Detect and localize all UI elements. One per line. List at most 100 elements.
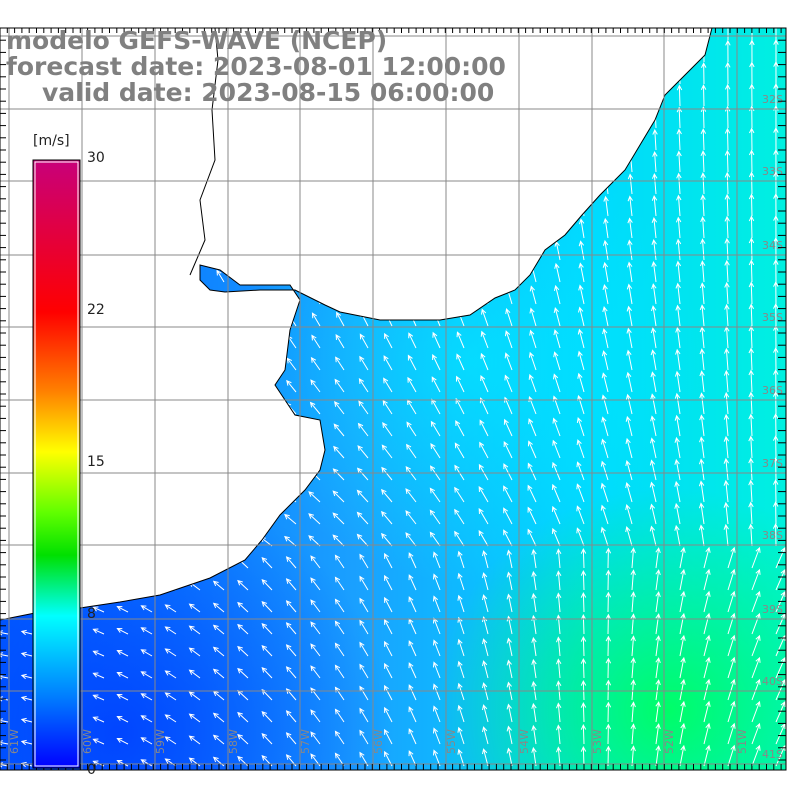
wind-arrow [359, 685, 369, 701]
wind-arrow [456, 331, 465, 349]
lon-label: 53W [591, 729, 604, 754]
wind-arrow [724, 83, 731, 107]
wind-arrow [332, 468, 345, 481]
wind-arrow [652, 128, 658, 151]
wind-arrow [773, 281, 779, 305]
wind-arrow [240, 269, 249, 283]
wind-arrow [359, 575, 369, 591]
lat-label: 32S [762, 93, 783, 106]
wind-arrow [310, 356, 321, 371]
wind-arrow [435, 132, 441, 151]
wind-arrow [532, 64, 538, 85]
wind-arrow [748, 369, 754, 393]
wind-arrow [503, 529, 513, 547]
wind-arrow [674, 524, 681, 547]
wind-arrow [357, 422, 369, 437]
wind-arrow [555, 746, 562, 767]
wind-arrow [334, 620, 345, 635]
wind-arrow [698, 480, 705, 503]
wind-arrow [529, 307, 537, 327]
wind-arrow [675, 348, 681, 371]
wind-arrow [749, 39, 755, 63]
wind-arrow [284, 535, 297, 547]
wind-arrow [334, 708, 345, 723]
wind-arrow [237, 623, 249, 635]
wind-arrow [655, 723, 661, 745]
wind-arrow [215, 291, 225, 305]
wind-arrow [478, 529, 489, 547]
wind-arrow [261, 402, 273, 415]
wind-arrow [146, 181, 153, 195]
wind-arrow [457, 704, 465, 723]
wind-arrow [93, 384, 105, 393]
wind-arrow [116, 606, 129, 613]
wind-arrow [432, 639, 441, 657]
wind-arrow [748, 413, 754, 437]
wind-arrow [0, 630, 9, 636]
wind-arrow [605, 613, 612, 635]
wind-arrow [773, 237, 779, 261]
wind-arrow [313, 223, 321, 239]
wind-arrow [772, 457, 779, 481]
wind-arrow [723, 479, 729, 503]
wind-arrow [578, 262, 585, 283]
wind-arrow [626, 327, 633, 349]
wind-arrow [602, 306, 609, 327]
wind-arrow [285, 556, 297, 569]
wind-arrow [359, 663, 369, 679]
wind-arrow [308, 513, 321, 525]
wind-arrow [92, 562, 105, 569]
wind-arrow [531, 108, 538, 129]
wind-arrow [772, 523, 779, 547]
wind-arrow [27, 139, 33, 151]
wind-arrow [334, 598, 345, 613]
wind-arrow [674, 436, 681, 459]
wind-arrow [655, 701, 661, 723]
wind-arrow [218, 180, 225, 195]
wind-arrow [166, 360, 177, 371]
wind-arrow [773, 303, 779, 327]
wind-arrow [432, 353, 441, 371]
wind-arrow [24, 273, 33, 283]
wind-arrow [164, 670, 177, 679]
wind-arrow [580, 723, 587, 745]
wind-arrow [724, 237, 730, 261]
wind-arrow [0, 762, 9, 768]
wind-arrow [0, 476, 9, 482]
wind-arrow [628, 41, 635, 63]
wind-arrow [0, 608, 9, 614]
wind-arrow [724, 281, 730, 305]
wind-arrow [237, 733, 249, 745]
wind-arrow [725, 39, 731, 63]
wind-arrow [242, 157, 249, 173]
wind-arrow [557, 28, 563, 41]
wind-arrow [310, 577, 321, 591]
wind-arrow [308, 535, 321, 547]
wind-arrow [651, 216, 658, 239]
wind-arrow [527, 506, 537, 525]
wind-arrow [481, 660, 489, 679]
wind-arrow [334, 401, 345, 415]
lat-label: 35S [762, 311, 783, 324]
wind-arrow [703, 634, 711, 657]
wind-arrow [651, 261, 657, 283]
wind-arrow [556, 42, 563, 63]
wind-arrow [481, 726, 489, 745]
wind-arrow [554, 196, 561, 217]
wind-arrow [20, 497, 33, 504]
wind-arrow [605, 635, 612, 657]
wind-arrow [650, 415, 657, 437]
wind-arrow [386, 155, 393, 173]
wind-arrow [335, 356, 345, 371]
wind-arrow [429, 487, 441, 503]
wind-arrow [212, 756, 225, 767]
wind-arrow [164, 450, 177, 459]
wind-arrow [384, 640, 393, 657]
wind-arrow [164, 648, 177, 657]
wind-arrow [315, 134, 321, 151]
wind-arrow [751, 634, 761, 657]
wind-arrow [313, 245, 321, 261]
wind-arrow [359, 641, 369, 657]
lon-label: 52W [663, 729, 676, 754]
wind-arrow [408, 706, 417, 723]
